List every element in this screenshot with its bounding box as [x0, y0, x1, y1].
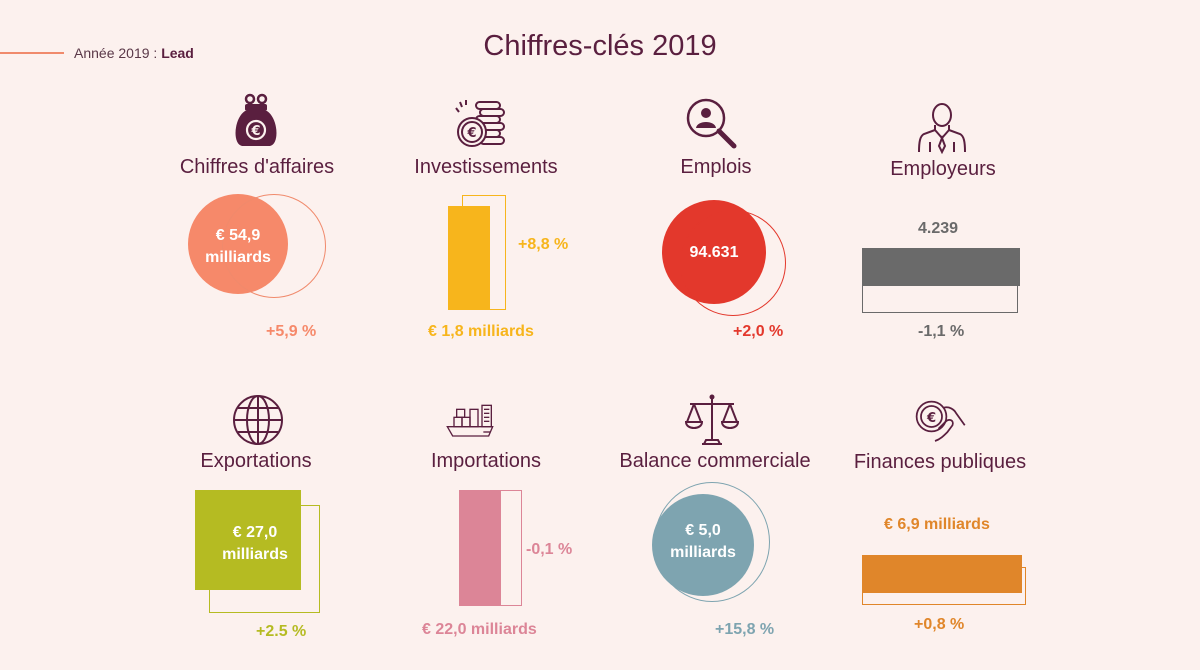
investment-change: +8,8 % — [518, 236, 569, 253]
jobs-label: Emplois — [680, 156, 752, 178]
revenue-change: +5,9 % — [266, 323, 317, 340]
cargo-ship-icon — [446, 404, 494, 437]
balance-change: +15,8 % — [715, 621, 775, 638]
imports-outline-bar — [480, 490, 522, 606]
investment-outline-bar — [462, 195, 506, 310]
coin-stack-icon: € — [455, 100, 505, 147]
exports-change: +2.5 % — [256, 623, 307, 640]
jobs-value: 94.631 — [689, 244, 739, 261]
balance-value-line1: € 5,0 — [685, 522, 721, 539]
employers-change: -1,1 % — [918, 323, 965, 340]
employers-label: Employeurs — [890, 158, 996, 180]
exports-label: Exportations — [200, 450, 312, 472]
revenue-outline-circle — [222, 194, 326, 298]
revenue-value: € 54,9 milliards — [188, 225, 288, 269]
businessman-icon — [918, 103, 966, 154]
imports-value: € 22,0 milliards — [422, 621, 537, 638]
person-magnifier-icon — [686, 98, 737, 149]
imports-label: Importations — [430, 450, 542, 472]
scales-icon — [684, 394, 740, 445]
page-title: Chiffres-clés 2019 — [483, 30, 717, 62]
exports-value-line2: milliards — [222, 546, 288, 563]
year-prefix: Année 2019 : — [74, 45, 162, 61]
employers-fill-bar — [862, 248, 1020, 286]
investment-label: Investissements — [414, 156, 558, 178]
jobs-change: +2,0 % — [733, 323, 784, 340]
exports-fill-square — [195, 490, 301, 590]
finances-label: Finances publiques — [853, 451, 1027, 473]
balance-label: Balance commerciale — [619, 450, 811, 472]
svg-text:€: € — [926, 411, 936, 426]
balance-value: € 5,0 milliards — [652, 520, 754, 564]
finances-fill-bar — [862, 555, 1022, 593]
svg-text:€: € — [250, 124, 260, 139]
investment-value: € 1,8 milliards — [428, 323, 534, 340]
revenue-value-line1: € 54,9 — [215, 227, 261, 244]
employers-outline-bar — [862, 275, 1018, 313]
year-brand: Lead — [161, 45, 194, 61]
purse-euro-icon: € — [235, 93, 277, 146]
investment-fill-bar — [448, 206, 490, 310]
year-label: Année 2019 : Lead — [74, 45, 194, 61]
header-accent-line — [0, 52, 64, 54]
exports-outline-square — [209, 505, 320, 613]
finances-value: € 6,9 milliards — [884, 516, 990, 533]
exports-value-line1: € 27,0 — [232, 524, 278, 541]
exports-value: € 27,0 milliards — [195, 522, 315, 566]
balance-outline-circle — [654, 482, 770, 602]
finances-change: +0,8 % — [914, 616, 965, 633]
employers-value: 4.239 — [918, 220, 959, 237]
globe-icon — [233, 395, 283, 445]
revenue-label: Chiffres d'affaires — [179, 156, 335, 178]
svg-text:€: € — [466, 126, 476, 141]
imports-change: -0,1 % — [526, 541, 573, 558]
jobs-outline-circle — [680, 210, 786, 316]
finances-outline-bar — [862, 567, 1026, 605]
revenue-value-line2: milliards — [205, 249, 271, 266]
balance-value-line2: milliards — [670, 544, 736, 561]
hand-euro-coin-icon: € — [915, 400, 966, 442]
